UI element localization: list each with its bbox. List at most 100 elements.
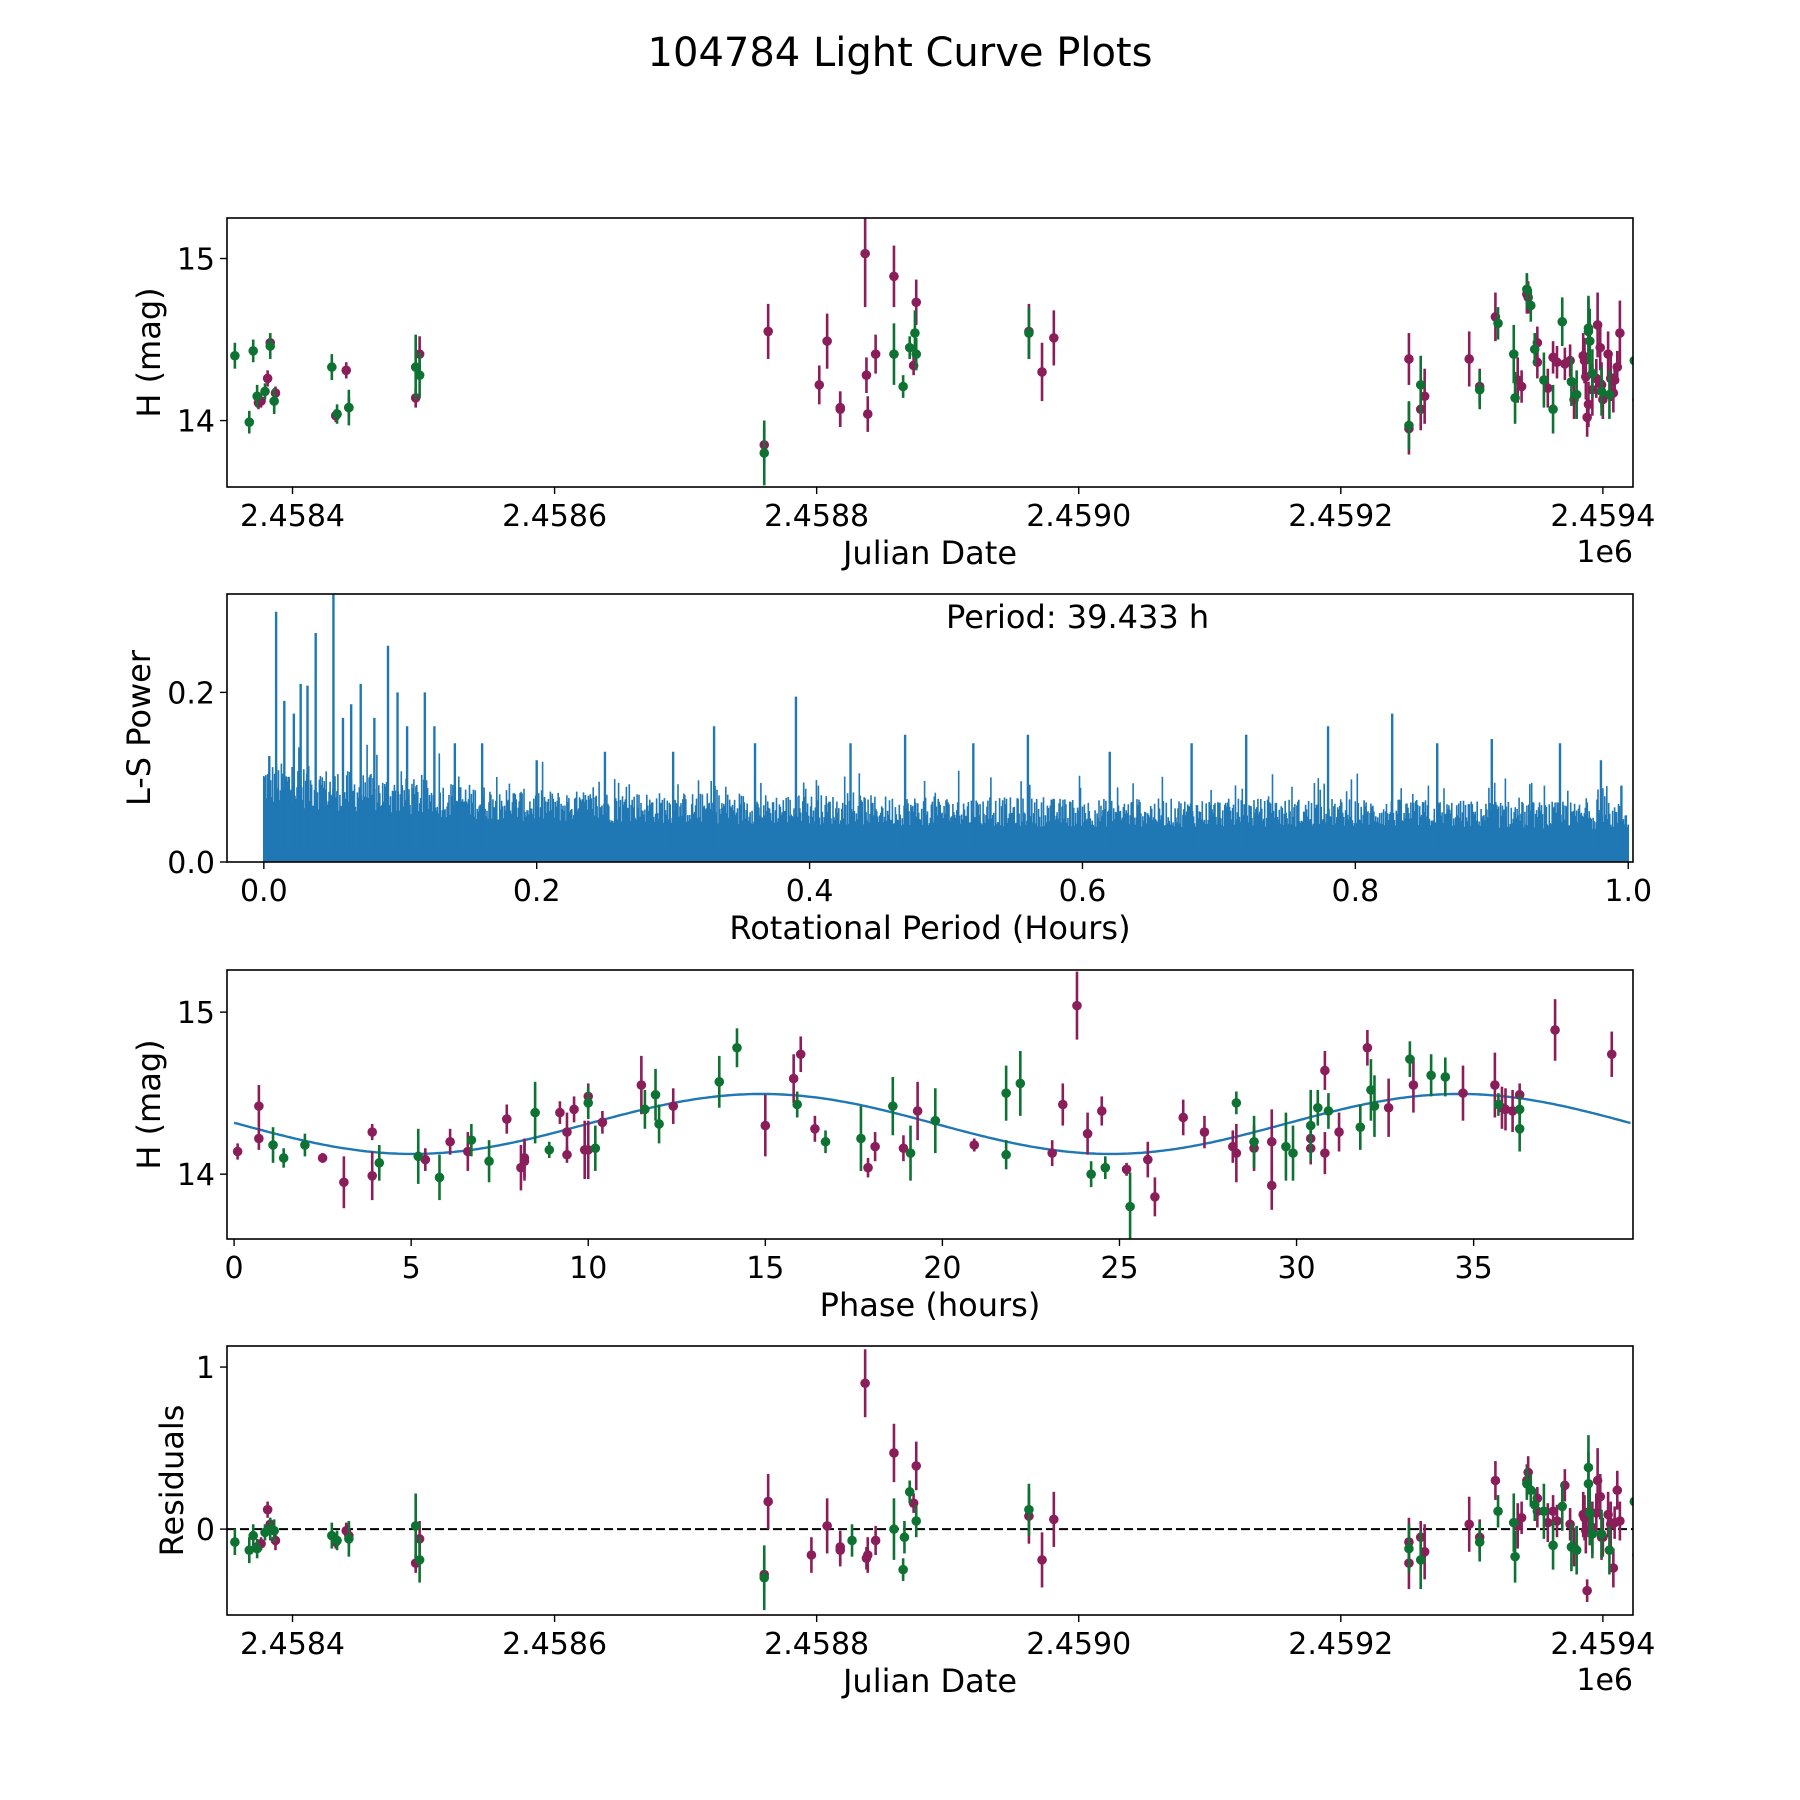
data-point xyxy=(732,1042,742,1053)
data-point xyxy=(911,297,922,308)
data-point xyxy=(410,362,421,372)
data-point xyxy=(1305,1120,1316,1131)
data-point xyxy=(562,1127,572,1137)
data-point xyxy=(1552,357,1562,368)
data-point xyxy=(1493,1506,1503,1517)
data-point xyxy=(668,1101,679,1111)
data-point xyxy=(856,1133,866,1144)
data-point xyxy=(1404,420,1414,431)
data-point xyxy=(1596,386,1607,397)
data-point xyxy=(969,1140,980,1150)
data-point xyxy=(1362,1042,1373,1053)
data-point xyxy=(230,350,240,361)
x-tick-label: 2.4586 xyxy=(502,1627,607,1662)
data-point xyxy=(232,1146,243,1157)
data-point xyxy=(899,1532,910,1543)
x-tick-label: 2.4590 xyxy=(1026,499,1131,534)
data-point xyxy=(332,1535,342,1546)
data-point xyxy=(1510,1551,1520,1562)
data-point xyxy=(1049,333,1059,343)
data-point xyxy=(1604,389,1615,400)
data-point xyxy=(792,1099,802,1110)
y-tick-label: 15 xyxy=(177,243,215,278)
x-tick-label: 30 xyxy=(1277,1251,1315,1286)
y-axis-label: L-S Power xyxy=(120,649,158,806)
data-point xyxy=(904,1487,915,1497)
data-point xyxy=(889,1524,899,1534)
data-point xyxy=(269,1525,279,1536)
data-point xyxy=(1464,354,1475,364)
data-point xyxy=(501,1114,512,1124)
data-point xyxy=(569,1104,579,1115)
data-point xyxy=(1539,1506,1549,1517)
plot-area xyxy=(230,218,1633,486)
data-point xyxy=(1595,1491,1606,1502)
data-point xyxy=(820,1136,831,1147)
data-point xyxy=(1121,1164,1132,1175)
data-point xyxy=(466,1135,477,1145)
data-point xyxy=(583,1098,594,1108)
data-point xyxy=(230,1537,240,1547)
data-point xyxy=(1584,336,1595,346)
data-point xyxy=(414,1555,425,1565)
x-tick-label: 0.0 xyxy=(240,874,288,909)
data-point xyxy=(1419,391,1430,402)
data-point xyxy=(1582,1585,1592,1596)
data-point xyxy=(636,1080,647,1090)
periodogram-line xyxy=(263,744,1629,862)
x-tick-label: 1.0 xyxy=(1604,874,1652,909)
data-point xyxy=(413,1151,424,1162)
data-point xyxy=(1288,1148,1298,1158)
y-axis-label: Residuals xyxy=(153,1405,191,1557)
panel-residuals: 2.4584 2.4586 2.4588 2.4590 2.4592 2.4594 0 1 Ju… xyxy=(153,1345,1655,1700)
x-tick-label: 2.4584 xyxy=(240,499,345,534)
data-point xyxy=(1629,1496,1633,1507)
data-point xyxy=(332,409,342,419)
data-point xyxy=(254,1133,264,1144)
data-point xyxy=(1608,1563,1619,1573)
x-tick-label: 2.4594 xyxy=(1550,1627,1655,1662)
data-point xyxy=(1178,1112,1189,1123)
x-tick-label: 5 xyxy=(402,1251,421,1286)
data-point xyxy=(1266,1136,1277,1147)
data-point xyxy=(1313,1102,1323,1113)
data-point xyxy=(269,396,279,406)
data-point xyxy=(434,1172,445,1183)
data-point xyxy=(374,1158,385,1168)
series-filter-b xyxy=(230,1435,1633,1611)
series-filter-b xyxy=(230,273,1633,486)
data-point xyxy=(763,1496,773,1507)
data-point xyxy=(1415,1555,1426,1565)
data-point xyxy=(1543,383,1553,393)
data-point xyxy=(519,1153,530,1163)
y-tick-label: 14 xyxy=(177,1158,215,1193)
data-point xyxy=(870,349,881,359)
data-point xyxy=(1508,349,1519,359)
data-point xyxy=(870,1535,881,1546)
panel-lightcurve: 2.4584 2.4586 2.4588 2.4590 2.4592 2.4594 14 15… xyxy=(130,217,1655,572)
data-point xyxy=(248,1530,259,1541)
data-point xyxy=(1037,1555,1047,1565)
data-point xyxy=(260,386,270,397)
data-point xyxy=(341,365,352,376)
data-point xyxy=(1493,1099,1504,1110)
x-tick-label: 2.4590 xyxy=(1026,1627,1131,1662)
data-point xyxy=(1426,1070,1436,1081)
data-point xyxy=(1587,1529,1598,1539)
x-offset-label: 1e6 xyxy=(1576,1663,1633,1698)
data-point xyxy=(889,349,899,359)
x-axis-label: Julian Date xyxy=(841,1662,1017,1700)
data-point xyxy=(327,362,337,372)
data-point xyxy=(248,346,259,356)
data-point xyxy=(1516,381,1527,392)
data-point xyxy=(1037,367,1047,377)
axes-frame xyxy=(226,217,1634,488)
x-axis-label: Phase (hours) xyxy=(820,1286,1041,1324)
x-tick-label: 20 xyxy=(923,1251,961,1286)
data-point xyxy=(562,1149,572,1160)
data-point xyxy=(650,1089,661,1100)
x-tick-label: 0 xyxy=(225,1251,244,1286)
data-point xyxy=(1548,1540,1558,1551)
plot-area xyxy=(227,1349,1633,1611)
data-point xyxy=(244,417,255,427)
